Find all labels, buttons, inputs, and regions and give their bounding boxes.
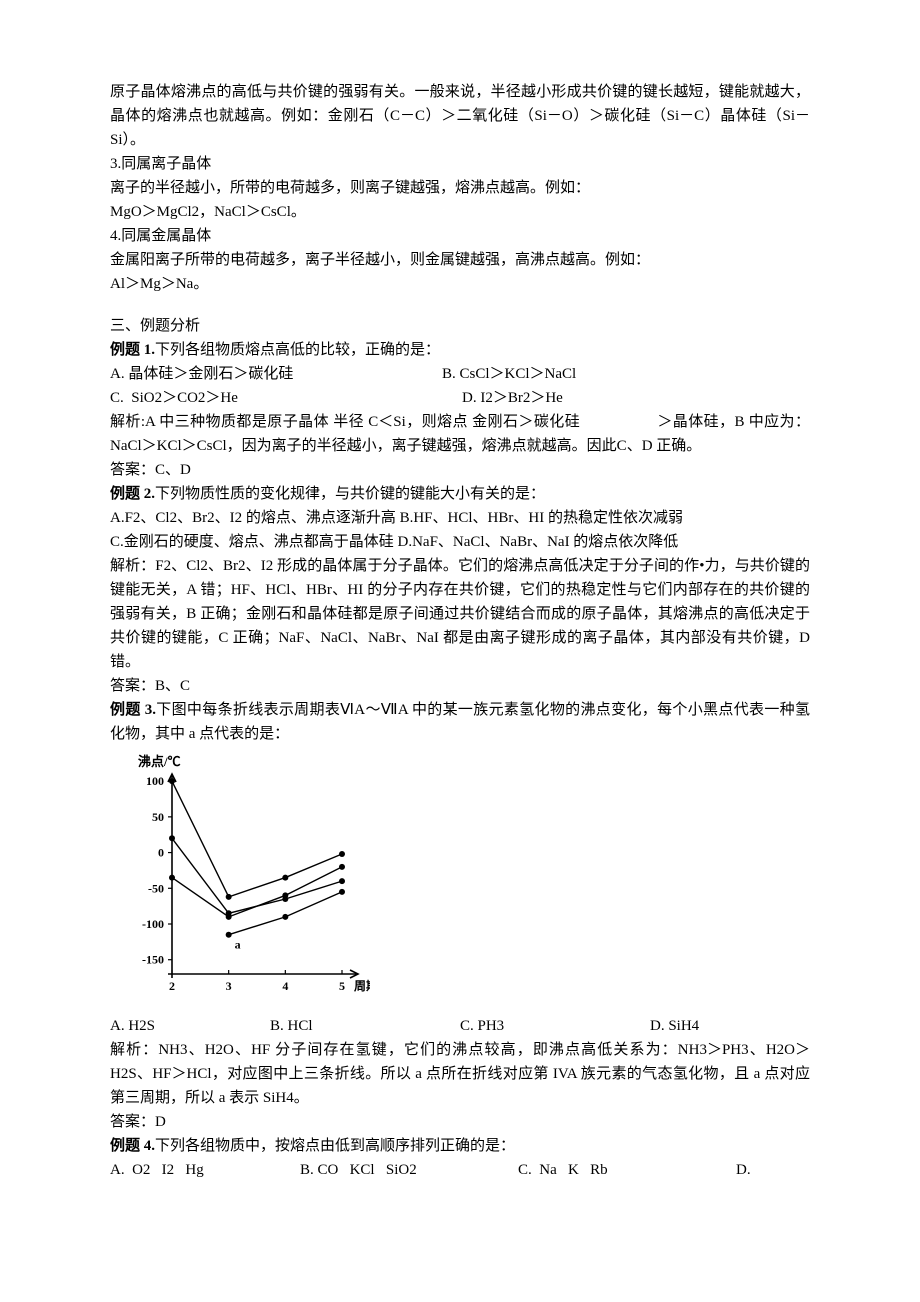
ex3-analysis: 解析：NH3、H2O、HF 分子间存在氢键，它们的沸点较高，即沸点高低关系为：N…	[110, 1038, 810, 1110]
svg-text:-100: -100	[142, 917, 164, 931]
svg-text:5: 5	[339, 979, 345, 993]
intro-h4: 4.同属金属晶体	[110, 224, 810, 248]
section3-title: 三、例题分析	[110, 314, 810, 338]
ex4-line: 例题 4.下列各组物质中，按熔点由低到高顺序排列正确的是：	[110, 1134, 810, 1158]
intro-p1: 原子晶体熔沸点的高低与共价键的强弱有关。一般来说，半径越小形成共价键的键长越短，…	[110, 80, 810, 152]
ex1-line: 例题 1.下列各组物质熔点高低的比较，正确的是：	[110, 338, 810, 362]
ex4-optB: B. CO KCl SiO2	[300, 1158, 518, 1182]
document-page: 原子晶体熔沸点的高低与共价键的强弱有关。一般来说，半径越小形成共价键的键长越短，…	[0, 0, 920, 1222]
ex1-optC: C. SiO2＞CO2＞He	[110, 386, 462, 410]
ex4-options-row: A. O2 I2 Hg B. CO KCl SiO2 C. Na K Rb D.	[110, 1158, 810, 1182]
svg-text:2: 2	[169, 979, 175, 993]
ex3-optD: D. SiH4	[650, 1014, 699, 1038]
svg-text:3: 3	[226, 979, 232, 993]
ex1-title: 例题 1.	[110, 342, 155, 358]
ex1-options-row1: A. 晶体硅＞金刚石＞碳化硅 B. CsCl＞KCl＞NaCl	[110, 362, 810, 386]
svg-text:50: 50	[152, 810, 164, 824]
ex3-optC: C. PH3	[460, 1014, 650, 1038]
ex4-optC: C. Na K Rb	[518, 1158, 736, 1182]
boiling-point-chart-svg: 沸点/℃ 100 50 0 -50 -100 -150 2 3 4 5 周期 a	[110, 752, 370, 1002]
ex1-options-row2: C. SiO2＞CO2＞He D. I2＞Br2＞He	[110, 386, 810, 410]
svg-text:0: 0	[158, 846, 164, 860]
svg-text:沸点/℃: 沸点/℃	[138, 754, 181, 769]
ex4-title: 例题 4.	[110, 1138, 155, 1154]
ex1-optD: D. I2＞Br2＞He	[462, 386, 563, 410]
svg-text:100: 100	[146, 774, 164, 788]
svg-text:a: a	[235, 938, 241, 952]
ex2-answer: 答案：B、C	[110, 674, 810, 698]
ex3-optB: B. HCl	[270, 1014, 460, 1038]
ex3-answer: 答案：D	[110, 1110, 810, 1134]
ex1-stem: 下列各组物质熔点高低的比较，正确的是：	[155, 342, 440, 358]
svg-text:4: 4	[282, 979, 288, 993]
ex4-optA: A. O2 I2 Hg	[110, 1158, 300, 1182]
ex2-options-line2: C.金刚石的硬度、熔点、沸点都高于晶体硅 D.NaF、NaCl、NaBr、NaI…	[110, 530, 810, 554]
svg-text:周期: 周期	[354, 978, 370, 993]
intro-p3b: MgO＞MgCl2，NaCl＞CsCl。	[110, 200, 810, 224]
ex1-answer: 答案：C、D	[110, 458, 810, 482]
ex2-title: 例题 2.	[110, 486, 155, 502]
ex2-analysis: 解析：F2、Cl2、Br2、I2 形成的晶体属于分子晶体。它们的熔沸点高低决定于…	[110, 554, 810, 674]
intro-p3a: 离子的半径越小，所带的电荷越多，则离子键越强，熔沸点越高。例如：	[110, 176, 810, 200]
ex1-analysis: 解析:A 中三种物质都是原子晶体 半径 C＜Si，则熔点 金刚石＞碳化硅 ＞晶体…	[110, 410, 810, 458]
ex3-line: 例题 3.下图中每条折线表示周期表ⅥA～ⅦA 中的某一族元素氢化物的沸点变化，每…	[110, 698, 810, 746]
intro-h3: 3.同属离子晶体	[110, 152, 810, 176]
intro-p4a: 金属阳离子所带的电荷越多，离子半径越小，则金属键越强，高沸点越高。例如：	[110, 248, 810, 272]
ex3-options-row: A. H2S B. HCl C. PH3 D. SiH4	[110, 1014, 810, 1038]
svg-text:-50: -50	[148, 881, 164, 895]
svg-text:-150: -150	[142, 953, 164, 967]
ex1-optB: B. CsCl＞KCl＞NaCl	[442, 362, 576, 386]
ex4-stem: 下列各组物质中，按熔点由低到高顺序排列正确的是：	[155, 1138, 515, 1154]
ex3-title: 例题 3.	[110, 702, 156, 718]
intro-p4b: Al＞Mg＞Na。	[110, 272, 810, 296]
ex3-optA: A. H2S	[110, 1014, 270, 1038]
ex1-optA: A. 晶体硅＞金刚石＞碳化硅	[110, 362, 442, 386]
ex3-chart: 沸点/℃ 100 50 0 -50 -100 -150 2 3 4 5 周期 a	[110, 752, 810, 1010]
ex3-stem: 下图中每条折线表示周期表ⅥA～ⅦA 中的某一族元素氢化物的沸点变化，每个小黑点代…	[110, 702, 810, 742]
ex2-stem: 下列物质性质的变化规律，与共价键的键能大小有关的是：	[155, 486, 545, 502]
ex2-options-line1: A.F2、Cl2、Br2、I2 的熔点、沸点逐渐升高 B.HF、HCl、HBr、…	[110, 506, 810, 530]
ex4-optD: D.	[736, 1158, 751, 1182]
ex2-line: 例题 2.下列物质性质的变化规律，与共价键的键能大小有关的是：	[110, 482, 810, 506]
